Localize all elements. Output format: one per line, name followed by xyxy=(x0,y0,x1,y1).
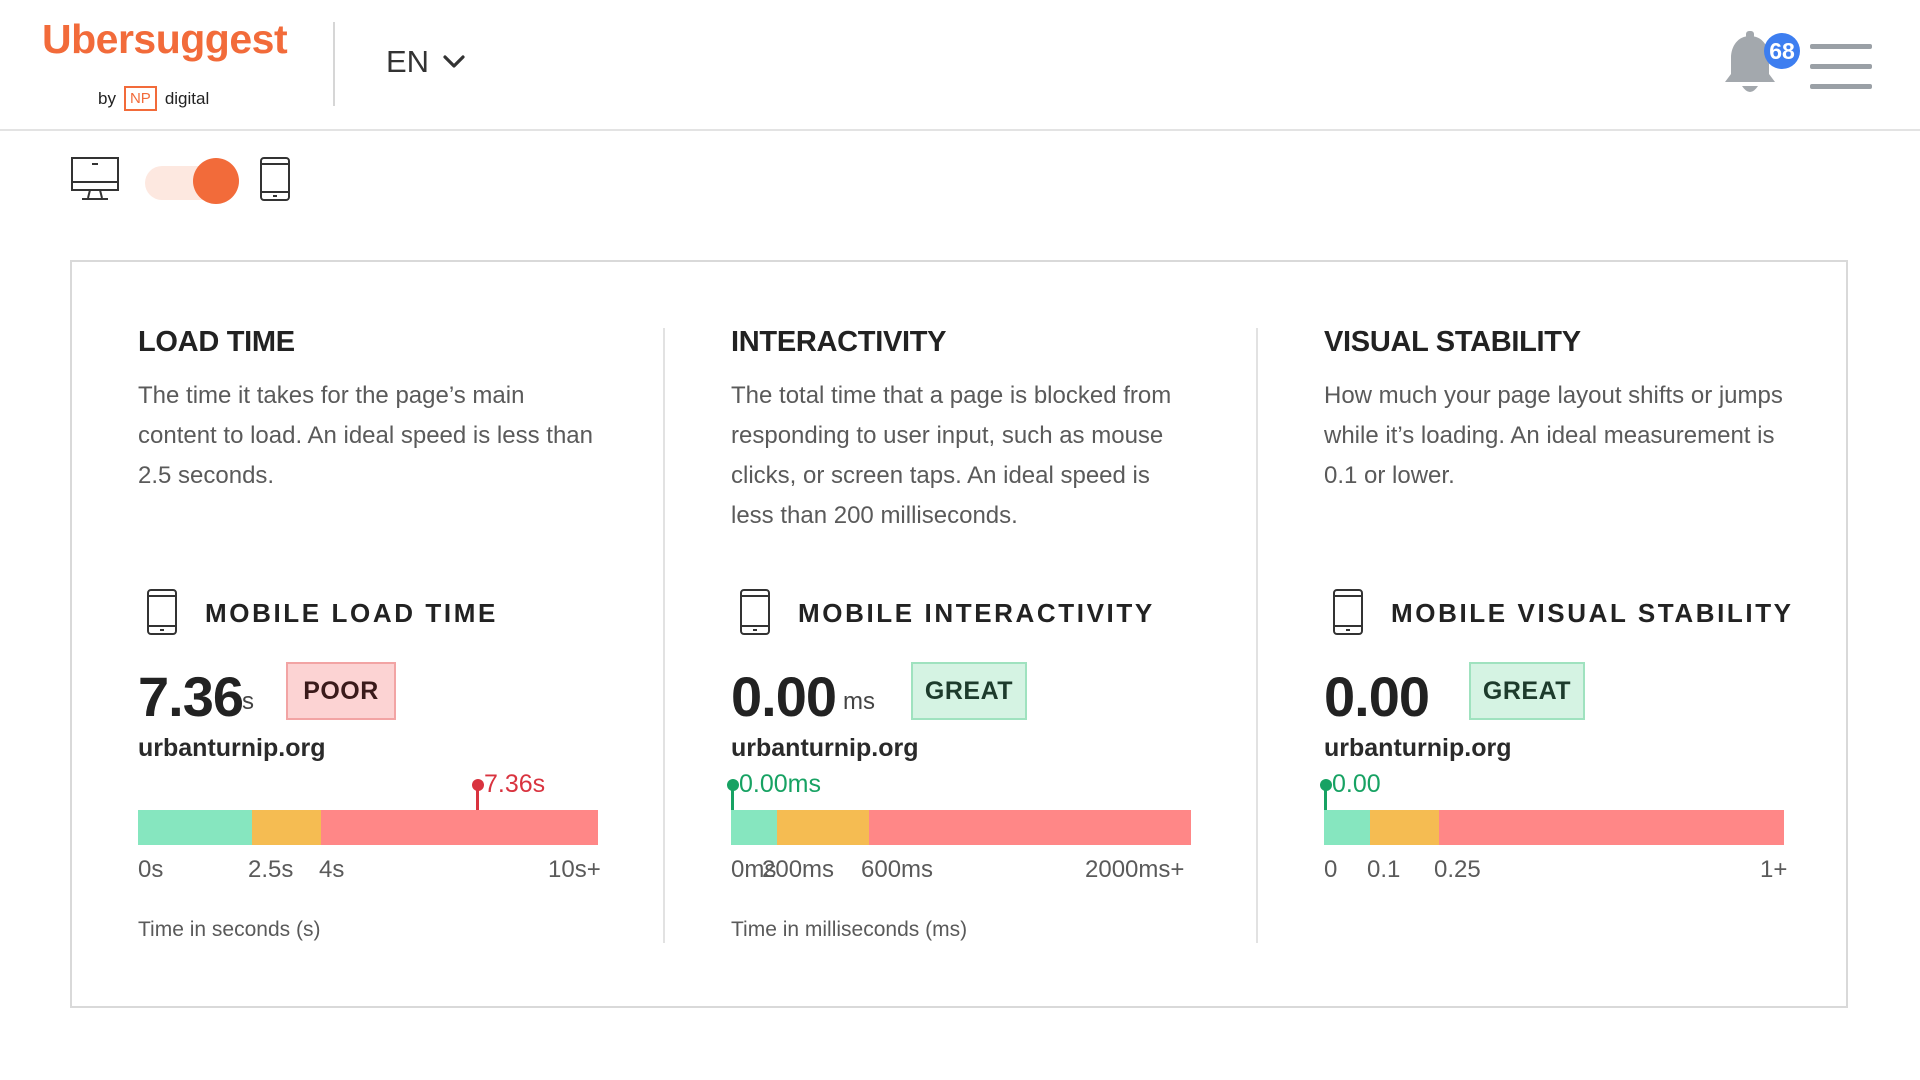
logo-byline: by NP digital xyxy=(98,86,209,111)
core-web-vitals-panel xyxy=(70,260,1848,1008)
axis-tick: 1+ xyxy=(1760,856,1788,883)
section-description: How much your page layout shifts or jump… xyxy=(1324,382,1783,489)
header-divider xyxy=(333,22,335,106)
section-title: LOAD TIME xyxy=(138,326,295,358)
value-marker-label: 7.36s xyxy=(484,770,546,798)
mobile-phone-icon xyxy=(1333,589,1363,635)
metric-title: MOBILE LOAD TIME xyxy=(205,598,498,628)
axis-tick: 0.1 xyxy=(1367,856,1401,883)
score-range-bar xyxy=(138,810,598,845)
axis-tick: 0ms xyxy=(731,856,777,883)
ubersuggest-logo[interactable]: Ubersuggest by NP digital xyxy=(42,16,292,111)
logo-wordmark: Ubersuggest xyxy=(42,16,288,62)
section-description: The total time that a page is blocked fr… xyxy=(731,382,1172,529)
metric-title: MOBILE INTERACTIVITY xyxy=(798,598,1155,628)
range-needs-improvement xyxy=(1370,810,1439,845)
metric-value: 0.00 xyxy=(731,665,837,728)
score-range-bar xyxy=(1324,810,1784,845)
np-logo-box: NP xyxy=(123,86,157,111)
metric-unit: s xyxy=(242,688,254,715)
axis-tick: 4s xyxy=(319,856,345,883)
range-poor xyxy=(869,810,1191,845)
metric-unit: ms xyxy=(843,688,875,715)
mobile-phone-icon[interactable] xyxy=(259,156,291,202)
desktop-monitor-icon[interactable] xyxy=(70,156,120,202)
range-good xyxy=(138,810,252,845)
load-time-column: LOAD TIME The time it takes for the page… xyxy=(138,326,608,976)
bell-icon[interactable] xyxy=(1722,30,1778,100)
range-needs-improvement xyxy=(777,810,869,845)
domain-label: urbanturnip.org xyxy=(1324,734,1512,762)
value-marker-label: 0.00 xyxy=(1332,770,1381,798)
device-toggle-switch[interactable] xyxy=(145,158,239,204)
mobile-phone-icon xyxy=(740,589,770,635)
metric-value: 7.36 xyxy=(138,665,244,728)
toggle-knob xyxy=(193,158,239,204)
status-badge: GREAT xyxy=(911,662,1027,720)
section-title: VISUAL STABILITY xyxy=(1324,326,1581,358)
top-header: Ubersuggest by NP digital EN 68 xyxy=(0,0,1920,131)
axis-tick: 0.25 xyxy=(1434,856,1481,883)
domain-label: urbanturnip.org xyxy=(731,734,919,762)
value-marker-label: 0.00ms xyxy=(739,770,821,798)
mobile-phone-icon xyxy=(147,589,177,635)
value-marker-dot xyxy=(1320,779,1332,791)
axis-tick: 2000ms+ xyxy=(1085,856,1185,883)
hamburger-menu-icon[interactable] xyxy=(1810,44,1872,90)
status-badge: POOR xyxy=(286,662,396,720)
logo-by-text: by xyxy=(98,88,116,108)
score-range-bar xyxy=(731,810,1191,845)
metric-title: MOBILE VISUAL STABILITY xyxy=(1391,598,1794,628)
axis-tick: 2.5s xyxy=(248,856,294,883)
axis-tick: 10s+ xyxy=(548,856,601,883)
status-badge: GREAT xyxy=(1469,662,1585,720)
range-good xyxy=(731,810,777,845)
axis-note: Time in milliseconds (ms) xyxy=(731,918,968,941)
chevron-down-icon xyxy=(443,55,465,68)
interactivity-column: INTERACTIVITY The total time that a page… xyxy=(727,326,1201,976)
value-marker-dot xyxy=(727,779,739,791)
range-good xyxy=(1324,810,1370,845)
section-description: The time it takes for the page’s main co… xyxy=(138,382,593,489)
axis-tick: 600ms xyxy=(861,856,934,883)
visual-stability-column: VISUAL STABILITY How much your page layo… xyxy=(1320,326,1794,976)
language-label: EN xyxy=(386,44,430,79)
logo-digital-text: digital xyxy=(164,88,210,108)
domain-label: urbanturnip.org xyxy=(138,734,326,762)
column-divider xyxy=(1256,328,1258,943)
value-marker-dot xyxy=(472,779,484,791)
axis-tick: 0s xyxy=(138,856,164,883)
range-poor xyxy=(321,810,598,845)
language-selector[interactable]: EN xyxy=(386,44,465,80)
column-divider xyxy=(663,328,665,943)
range-needs-improvement xyxy=(252,810,321,845)
axis-note: Time in seconds (s) xyxy=(138,918,321,941)
axis-tick: 0 xyxy=(1324,856,1338,883)
section-title: INTERACTIVITY xyxy=(731,326,947,358)
notification-badge: 68 xyxy=(1764,33,1800,69)
axis-tick: 200ms xyxy=(762,856,835,883)
metric-value: 0.00 xyxy=(1324,665,1430,728)
range-poor xyxy=(1439,810,1784,845)
